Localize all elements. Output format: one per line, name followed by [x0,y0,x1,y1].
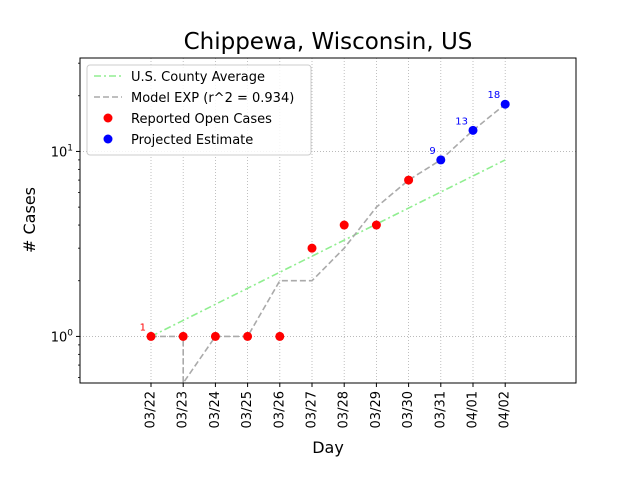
x-tick-label: 04/01 [466,391,481,428]
y-tick-label: 101 [51,143,73,160]
axes: 03/22 03/23 03/24 03/25 03/26 03/27 03/28 03/29… [51,62,513,428]
x-axis-label: Day [312,438,344,457]
legend-marker [103,113,113,123]
x-tick-label: 03/29 [369,391,384,428]
x-tick-label: 03/28 [337,391,352,428]
x-tick-label: 03/23 [176,391,191,428]
data-label: 9 [429,146,435,157]
x-tick-label: 03/30 [401,391,416,428]
legend: U.S. County Average Model EXP (r^2 = 0.93… [86,64,312,156]
y-axis-label: # Cases [20,187,39,253]
x-tick-label: 03/27 [305,391,320,428]
plot-frame [79,57,577,384]
legend-label: Projected Estimate [131,133,253,148]
legend-item: Reported Open Cases [103,112,272,127]
data-point [468,125,478,135]
x-tick-label: 03/26 [272,391,287,428]
data-point [339,220,349,230]
chart-title: Chippewa, Wisconsin, US [184,29,473,55]
x-tick-label: 03/24 [208,391,223,428]
series-line [150,159,506,338]
legend-item: Model EXP (r^2 = 0.934) [94,91,294,106]
x-tick-label: 03/22 [144,391,159,428]
x-tick-label: 04/02 [498,391,513,428]
data-point [436,155,446,165]
legend-label: Model EXP (r^2 = 0.934) [131,91,294,106]
legend-item: U.S. County Average [94,70,265,85]
data-label: 13 [455,116,468,127]
data-point [210,331,220,341]
data-label: 1 [140,322,146,333]
data-point [146,331,156,341]
x-tick-label: 03/31 [433,391,448,428]
legend-box [86,64,312,156]
legend-label: U.S. County Average [131,70,265,85]
series-layer [146,99,510,386]
data-label: 18 [487,90,500,101]
data-point [371,220,381,230]
data-point [500,99,510,109]
data-point [404,175,414,185]
annotations: 1 9 13 18 [140,90,501,333]
data-point [243,331,253,341]
legend-marker [103,134,113,144]
x-tick-label: 03/25 [240,391,255,428]
legend-label: Reported Open Cases [131,112,272,127]
data-point [275,331,285,341]
data-point [307,243,317,253]
legend-item: Projected Estimate [103,133,253,148]
y-tick-label: 100 [51,328,74,345]
data-point [178,331,188,341]
